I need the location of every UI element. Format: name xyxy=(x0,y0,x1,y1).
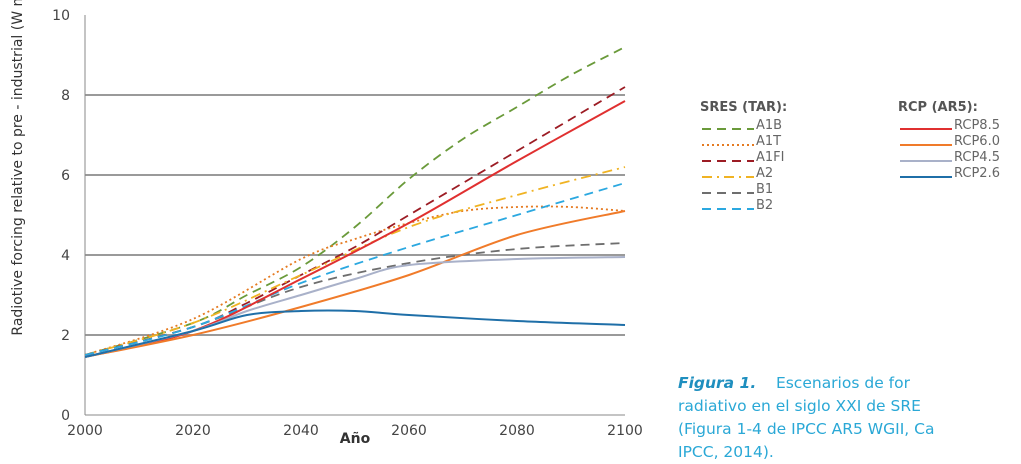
grid-lines xyxy=(85,94,625,336)
legend-item-a1t: A1T xyxy=(700,133,787,149)
legend-item-b2: B2 xyxy=(700,197,787,213)
legend-item-rcp2-6: RCP2.6 xyxy=(898,165,1000,181)
legend-swatch xyxy=(900,128,952,130)
legend-label: B1 xyxy=(756,181,774,197)
legend-rcp-title: RCP (AR5): xyxy=(898,100,978,115)
y-tick-label: 0 xyxy=(61,408,70,424)
legend-swatch xyxy=(702,128,754,130)
x-tick-label: 2080 xyxy=(499,423,535,439)
x-tick-label: 2040 xyxy=(283,423,319,439)
legend-swatch xyxy=(900,144,952,146)
caption-line-2: radiativo en el siglo XXI de SRE xyxy=(678,397,921,415)
y-tick-label: 6 xyxy=(61,168,70,184)
legend-label: A2 xyxy=(756,165,774,181)
caption-line-1: Figura 1. Escenarios de for xyxy=(678,372,1021,395)
figure-caption: Figura 1. Escenarios de for radiativo en… xyxy=(678,372,1021,464)
legend-swatch xyxy=(702,192,754,194)
legend-item-rcp8-5: RCP8.5 xyxy=(898,117,1000,133)
legend-item-a1b: A1B xyxy=(700,117,787,133)
x-tick-label: 2060 xyxy=(391,423,427,439)
x-tick-labels: 2000 2020 2040 2060 2080 2100 xyxy=(67,423,643,439)
y-tick-label: 2 xyxy=(61,328,70,344)
y-tick-label: 8 xyxy=(61,88,70,104)
legend-label: B2 xyxy=(756,197,774,213)
legend-label: RCP8.5 xyxy=(954,117,1000,133)
x-tick-label: 2020 xyxy=(175,423,211,439)
caption-figure-label: Figura 1. xyxy=(678,374,757,392)
series-line-rcp4-5 xyxy=(84,256,626,358)
legend-swatch xyxy=(702,144,754,146)
series-line-a2 xyxy=(84,166,626,356)
series-line-a1fi xyxy=(84,86,626,356)
series-lines xyxy=(84,46,626,358)
y-tick-label: 10 xyxy=(52,8,70,24)
legend-item-a2: A2 xyxy=(700,165,787,181)
forcing-line-chart: 0 2 4 6 8 10 2000 2020 2040 2060 2080 2100 Año Rad… xyxy=(10,0,643,447)
legend-rcp: RCP (AR5): RCP8.5 RCP6.0 RCP4.5 RCP2.6 xyxy=(898,100,1000,181)
legend-label: A1T xyxy=(756,133,782,149)
legend-item-rcp6-0: RCP6.0 xyxy=(898,133,1000,149)
legend-swatch xyxy=(702,208,754,210)
legend-sres: SRES (TAR): A1B A1T A1FI A2 B1 B2 xyxy=(700,100,787,213)
legend-item-b1: B1 xyxy=(700,181,787,197)
series-line-a1b xyxy=(84,46,626,356)
legend-label: A1FI xyxy=(756,149,785,165)
caption-line-4: IPCC, 2014). xyxy=(678,443,774,461)
y-tick-label: 4 xyxy=(61,248,70,264)
series-line-rcp2-6 xyxy=(84,309,626,358)
x-axis-title: Año xyxy=(340,431,371,447)
legend-swatch xyxy=(702,160,754,162)
legend-label: RCP4.5 xyxy=(954,149,1000,165)
x-tick-label: 2100 xyxy=(607,423,643,439)
legend-swatch xyxy=(702,176,754,178)
legend-label: A1B xyxy=(756,117,783,133)
legend-sres-title: SRES (TAR): xyxy=(700,100,788,115)
y-axis-title: Radiotive forcing relative to pre - indu… xyxy=(10,0,26,336)
series-line-b2 xyxy=(84,182,626,356)
caption-text-1: Escenarios de for xyxy=(775,374,910,392)
legend-item-rcp4-5: RCP4.5 xyxy=(898,149,1000,165)
legend-label: RCP2.6 xyxy=(954,165,1000,181)
legend-swatch xyxy=(900,160,952,162)
legend-label: RCP6.0 xyxy=(954,133,1000,149)
legend-item-a1fi: A1FI xyxy=(700,149,787,165)
caption-line-3: (Figura 1-4 de IPCC AR5 WGII, Ca xyxy=(678,420,935,438)
series-line-rcp6-0 xyxy=(84,210,626,358)
legend-swatch xyxy=(900,176,952,178)
y-tick-labels: 0 2 4 6 8 10 xyxy=(52,8,70,424)
x-tick-label: 2000 xyxy=(67,423,103,439)
